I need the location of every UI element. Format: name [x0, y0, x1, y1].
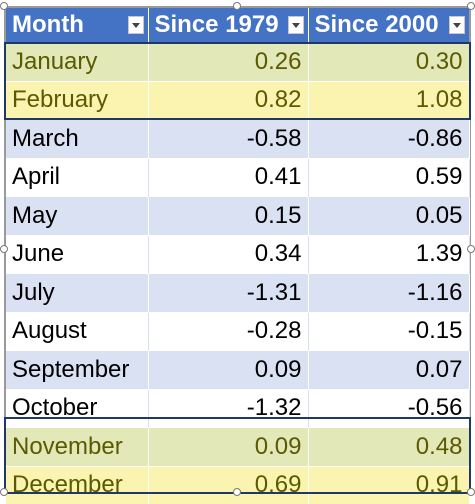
since-2000-cell[interactable]: -1.16 [308, 273, 470, 312]
since-1979-cell[interactable]: 0.34 [148, 234, 309, 274]
month-cell[interactable]: February [6, 80, 149, 120]
chevron-down-icon[interactable] [127, 16, 144, 34]
month-cell[interactable]: June [6, 234, 149, 274]
resize-handle-bottom-left[interactable] [0, 488, 8, 496]
table-row: December 0.69 0.91 [6, 465, 470, 504]
column-header-month[interactable]: Month [6, 8, 149, 43]
column-header-since-2000[interactable]: Since 2000 [308, 8, 469, 43]
month-cell[interactable]: October [6, 388, 149, 428]
since-2000-cell[interactable]: 0.48 [308, 427, 470, 466]
table-row: November 0.09 0.48 [6, 427, 470, 466]
since-1979-cell[interactable]: -0.28 [148, 311, 309, 351]
table-row: August -0.28 -0.15 [6, 311, 470, 351]
since-1979-cell[interactable]: -0.58 [148, 119, 309, 158]
resize-handle-middle-right[interactable] [467, 245, 475, 253]
since-2000-cell[interactable]: 0.05 [308, 196, 470, 235]
since-1979-cell[interactable]: 0.69 [148, 465, 309, 504]
resize-handle-top-left[interactable] [0, 2, 8, 10]
since-2000-cell[interactable]: -0.56 [308, 388, 470, 428]
since-1979-cell[interactable]: 0.26 [148, 42, 309, 81]
month-cell[interactable]: January [6, 42, 149, 81]
resize-handle-top-center[interactable] [233, 2, 241, 10]
data-table-container: Month Since 1979 Since 2000 [4, 6, 471, 504]
table-row: July -1.31 -1.16 [6, 273, 470, 312]
month-cell[interactable]: August [6, 311, 149, 351]
header-row: Month Since 1979 Since 2000 [6, 8, 469, 43]
month-cell[interactable]: July [6, 273, 149, 312]
table-row: March -0.58 -0.86 [6, 119, 470, 158]
since-2000-cell[interactable]: -0.86 [308, 119, 470, 158]
month-cell[interactable]: May [6, 196, 149, 235]
since-1979-cell[interactable]: 0.09 [148, 427, 309, 466]
month-cell[interactable]: March [6, 119, 149, 158]
table-row: May 0.15 0.05 [6, 196, 470, 235]
column-header-label: Since 2000 [314, 11, 439, 38]
table-row: January 0.26 0.30 [6, 42, 470, 81]
chevron-down-icon[interactable] [449, 16, 465, 34]
since-1979-cell[interactable]: -1.32 [148, 388, 309, 428]
month-cell[interactable]: December [6, 465, 149, 504]
table-row: October -1.32 -0.56 [6, 388, 470, 428]
since-1979-cell[interactable]: 0.09 [148, 350, 309, 389]
month-cell[interactable]: April [6, 157, 149, 197]
since-2000-cell[interactable]: -0.15 [308, 311, 470, 351]
since-2000-cell[interactable]: 0.91 [308, 465, 470, 504]
chevron-down-icon[interactable] [287, 16, 304, 34]
since-2000-cell[interactable]: 0.07 [308, 350, 470, 389]
month-cell[interactable]: November [6, 427, 149, 466]
since-2000-cell[interactable]: 0.59 [308, 157, 470, 197]
resize-handle-middle-left[interactable] [0, 245, 8, 253]
since-1979-cell[interactable]: -1.31 [148, 273, 309, 312]
column-header-label: Since 1979 [154, 11, 279, 38]
since-1979-cell[interactable]: 0.82 [148, 80, 309, 120]
resize-handle-bottom-right[interactable] [467, 488, 475, 496]
column-header-since-1979[interactable]: Since 1979 [148, 8, 309, 43]
since-2000-cell[interactable]: 1.08 [308, 80, 470, 120]
resize-handle-bottom-center[interactable] [233, 488, 241, 496]
since-1979-cell[interactable]: 0.41 [148, 157, 309, 197]
table-row: February 0.82 1.08 [6, 80, 470, 120]
resize-handle-top-right[interactable] [467, 2, 475, 10]
since-2000-cell[interactable]: 1.39 [308, 234, 470, 274]
table-row: September 0.09 0.07 [6, 350, 470, 389]
table-row: April 0.41 0.59 [6, 157, 470, 197]
since-1979-cell[interactable]: 0.15 [148, 196, 309, 235]
monthly-anomaly-table: Month Since 1979 Since 2000 [6, 8, 470, 504]
month-cell[interactable]: September [6, 350, 149, 389]
since-2000-cell[interactable]: 0.30 [308, 42, 470, 81]
table-row: June 0.34 1.39 [6, 234, 470, 274]
column-header-label: Month [12, 11, 84, 38]
